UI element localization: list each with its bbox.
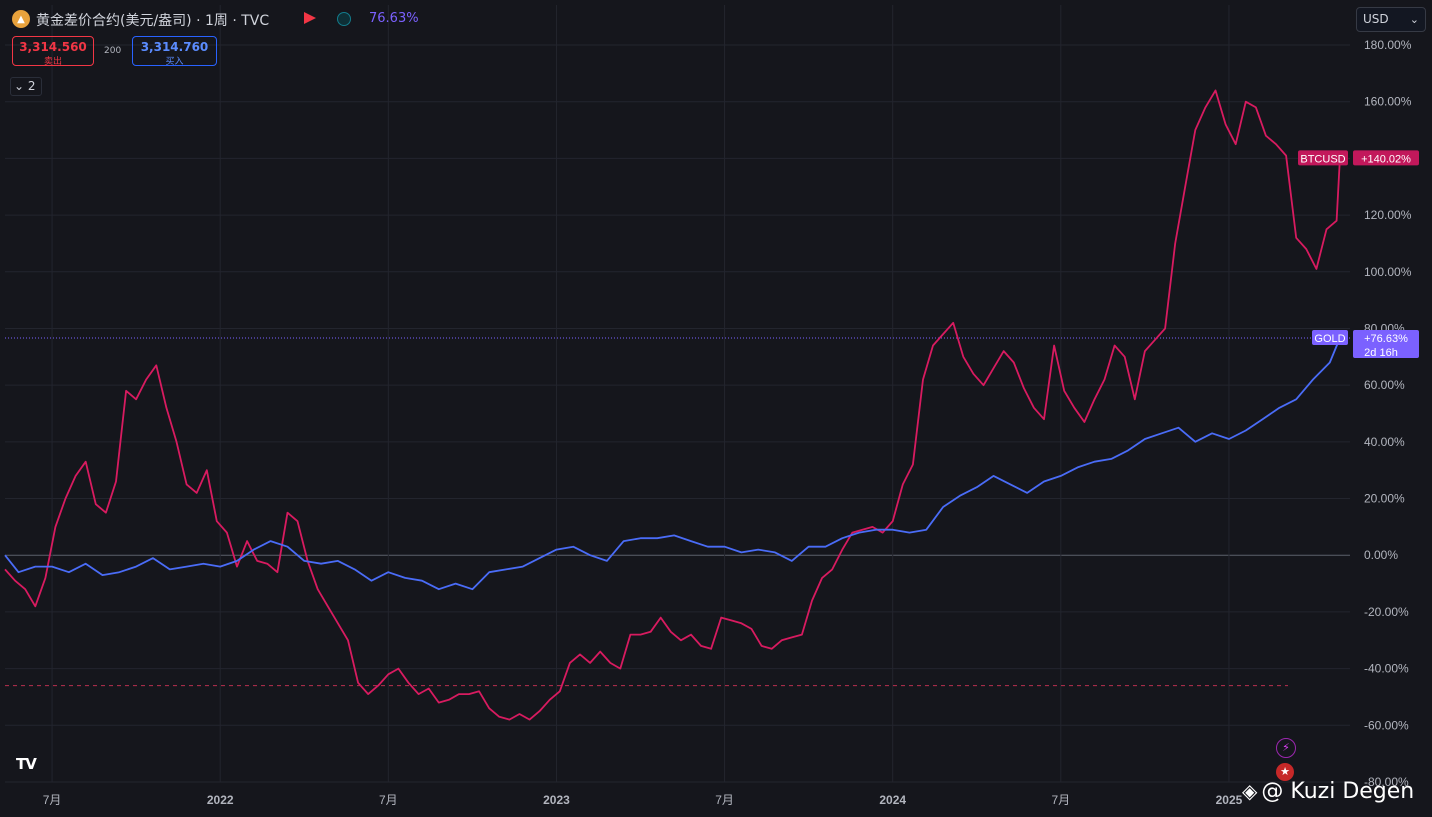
y-tick-label: -20.00% — [1364, 605, 1409, 619]
y-tick-label: 60.00% — [1364, 378, 1405, 392]
countdown-label: 2d 16h — [1364, 347, 1398, 359]
symbol-title[interactable]: 黄金差价合约(美元/盎司) · 1周 · TVC — [36, 13, 270, 29]
y-tick-label: 20.00% — [1364, 492, 1405, 506]
x-tick-label: 2022 — [207, 793, 234, 807]
indicators-count: 2 — [27, 79, 36, 93]
x-tick-label: 7月 — [43, 793, 62, 807]
x-tick-label: 2023 — [543, 793, 570, 807]
series-name-tag — [1298, 150, 1348, 166]
chevron-down-icon: ⌄ — [1409, 13, 1419, 26]
series-value-label: +76.63% — [1364, 333, 1408, 345]
chevron-down-icon: ⌄ — [14, 79, 25, 93]
us-flag-icon[interactable]: ★ — [1276, 763, 1294, 781]
series-value-tag — [1353, 150, 1419, 166]
binance-logo-icon: ◈ — [1242, 779, 1258, 803]
series-name-label: GOLD — [1314, 333, 1345, 345]
x-tick-label: 2025 — [1216, 793, 1243, 807]
axis-tag-btcusd: BTCUSD +140.02% — [1298, 150, 1419, 166]
x-tick-label: 7月 — [1051, 793, 1070, 807]
y-tick-label: -80.00% — [1364, 775, 1409, 789]
market-status-icon — [337, 12, 351, 26]
lightning-icon[interactable]: ⚡ — [1276, 738, 1296, 758]
compare-change-value: 76.63% — [369, 11, 419, 26]
watermark: ◈ @ Kuzi Degen — [1242, 779, 1415, 804]
series-name-tag — [1312, 330, 1348, 346]
currency-value: USD — [1363, 12, 1389, 26]
buy-label: 买入 — [165, 57, 184, 67]
sell-price: 3,314.560 — [19, 40, 87, 54]
gold-symbol-icon: ▲ — [12, 10, 30, 28]
currency-select[interactable]: USD ⌄ — [1356, 7, 1426, 32]
y-tick-label: -40.00% — [1364, 662, 1409, 676]
axis-tag-gold: GOLD +76.63% 2d 16h — [1312, 330, 1419, 359]
x-tick-label: 2024 — [879, 793, 906, 807]
y-tick-label: 180.00% — [1364, 38, 1412, 52]
x-tick-label: 7月 — [379, 793, 398, 807]
y-tick-label: 0.00% — [1364, 548, 1398, 562]
sell-label: 卖出 — [43, 57, 62, 67]
watermark-text: Kuzi Degen — [1290, 779, 1415, 804]
series-name-label: BTCUSD — [1300, 153, 1345, 165]
y-tick-label: -60.00% — [1364, 718, 1409, 732]
spread-value: 200 — [104, 46, 122, 56]
y-tick-label: 40.00% — [1364, 435, 1405, 449]
x-tick-label: 7月 — [715, 793, 734, 807]
tradingview-logo: TV — [16, 755, 37, 773]
y-tick-label: 160.00% — [1364, 95, 1412, 109]
sell-button[interactable]: 3,314.560 卖出 — [12, 36, 94, 67]
buy-button[interactable]: 3,314.760 买入 — [132, 36, 217, 67]
flag-icon[interactable] — [304, 12, 316, 24]
y-tick-label: 120.00% — [1364, 208, 1412, 222]
indicators-toggle[interactable]: ⌄ 2 — [10, 77, 42, 96]
buy-price: 3,314.760 — [140, 40, 209, 54]
y-tick-label: 100.00% — [1364, 265, 1412, 279]
series-line-gold — [4, 337, 1341, 591]
series-line-btcusd — [4, 89, 1341, 721]
series-value-label: +140.02% — [1361, 153, 1411, 165]
series-value-tag — [1353, 330, 1419, 359]
